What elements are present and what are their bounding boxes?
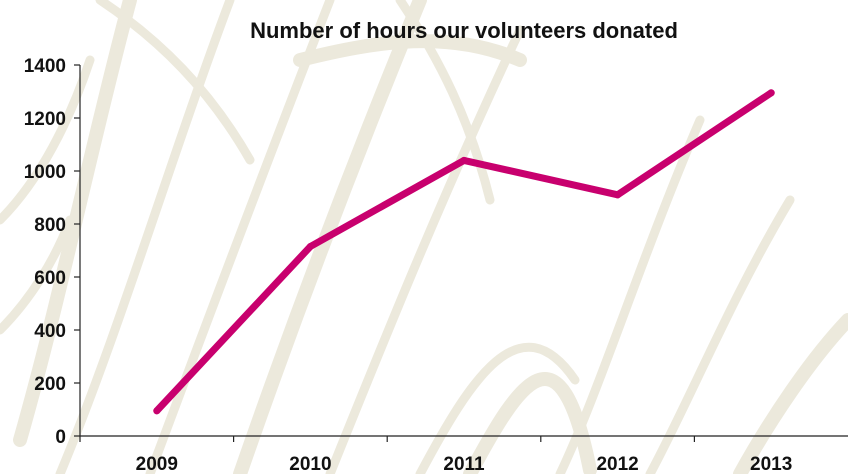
axes (79, 65, 848, 437)
background-stroke (233, 0, 427, 474)
y-tick-label: 800 (34, 215, 66, 236)
background-stroke (733, 313, 848, 474)
x-tick-label: 2009 (136, 454, 178, 474)
background-stroke (555, 115, 705, 474)
y-tick-label: 0 (55, 427, 66, 448)
y-tick-label: 1400 (24, 56, 66, 77)
data-point (306, 243, 314, 251)
background-stroke (145, 0, 335, 474)
background-stroke (55, 0, 235, 474)
y-axis-ticks: 0 200 400 600 800 1000 1200 1400 (24, 56, 80, 448)
x-tick-label: 2011 (443, 454, 485, 474)
background-stroke (293, 34, 527, 67)
background-stroke (395, 0, 495, 205)
y-tick-label: 600 (34, 268, 66, 289)
y-tick-label: 1000 (24, 162, 66, 183)
background-stroke (95, 0, 255, 165)
data-point (767, 89, 775, 97)
background-stroke (645, 195, 795, 474)
data-point (460, 156, 468, 164)
background-stroke (0, 215, 75, 335)
data-point (153, 407, 161, 415)
background-stroke (325, 25, 525, 474)
x-tick-label: 2013 (750, 454, 792, 474)
x-tick-label: 2012 (596, 454, 638, 474)
series-line (153, 89, 775, 415)
background-stroke (0, 55, 95, 225)
y-tick-label: 200 (34, 374, 66, 395)
data-point (614, 191, 622, 199)
series-layer (153, 89, 775, 415)
background-stroke (415, 342, 580, 474)
x-axis-ticks: 2009 2010 2011 2012 2013 (79, 436, 792, 474)
y-tick-label: 1200 (24, 109, 66, 130)
chart-title: Number of hours our volunteers donated (250, 18, 678, 43)
x-tick-label: 2010 (289, 454, 331, 474)
y-tick-label: 400 (34, 321, 66, 342)
background-stroke (463, 372, 597, 474)
